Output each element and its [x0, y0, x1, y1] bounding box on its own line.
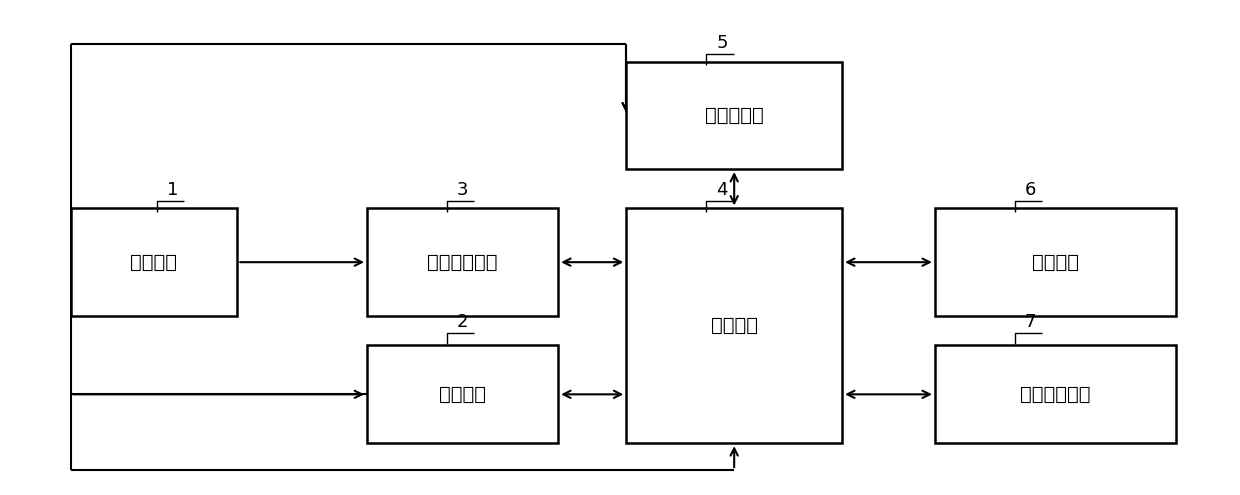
Text: 2: 2 [458, 313, 469, 331]
Text: 3: 3 [458, 181, 469, 198]
Bar [626, 208, 842, 444]
Bar [367, 346, 558, 444]
Text: 机器人系统: 机器人系统 [704, 106, 764, 125]
Text: 6: 6 [1025, 181, 1037, 198]
Text: 7: 7 [1025, 313, 1037, 331]
Text: 4: 4 [717, 181, 728, 198]
Bar [935, 346, 1176, 444]
Text: 配电系统: 配电系统 [130, 252, 177, 272]
Text: 输送系统: 输送系统 [439, 385, 486, 404]
Text: 视觉识别系统: 视觉识别系统 [428, 252, 497, 272]
Text: 远程服务中心: 远程服务中心 [1019, 385, 1090, 404]
Text: 安防系统: 安防系统 [1032, 252, 1079, 272]
Bar [935, 208, 1176, 316]
Bar [626, 61, 842, 169]
Text: 5: 5 [717, 34, 728, 51]
Bar [367, 208, 558, 316]
Text: 1: 1 [167, 181, 179, 198]
Bar [71, 208, 237, 316]
Text: 控制系统: 控制系统 [711, 316, 758, 335]
